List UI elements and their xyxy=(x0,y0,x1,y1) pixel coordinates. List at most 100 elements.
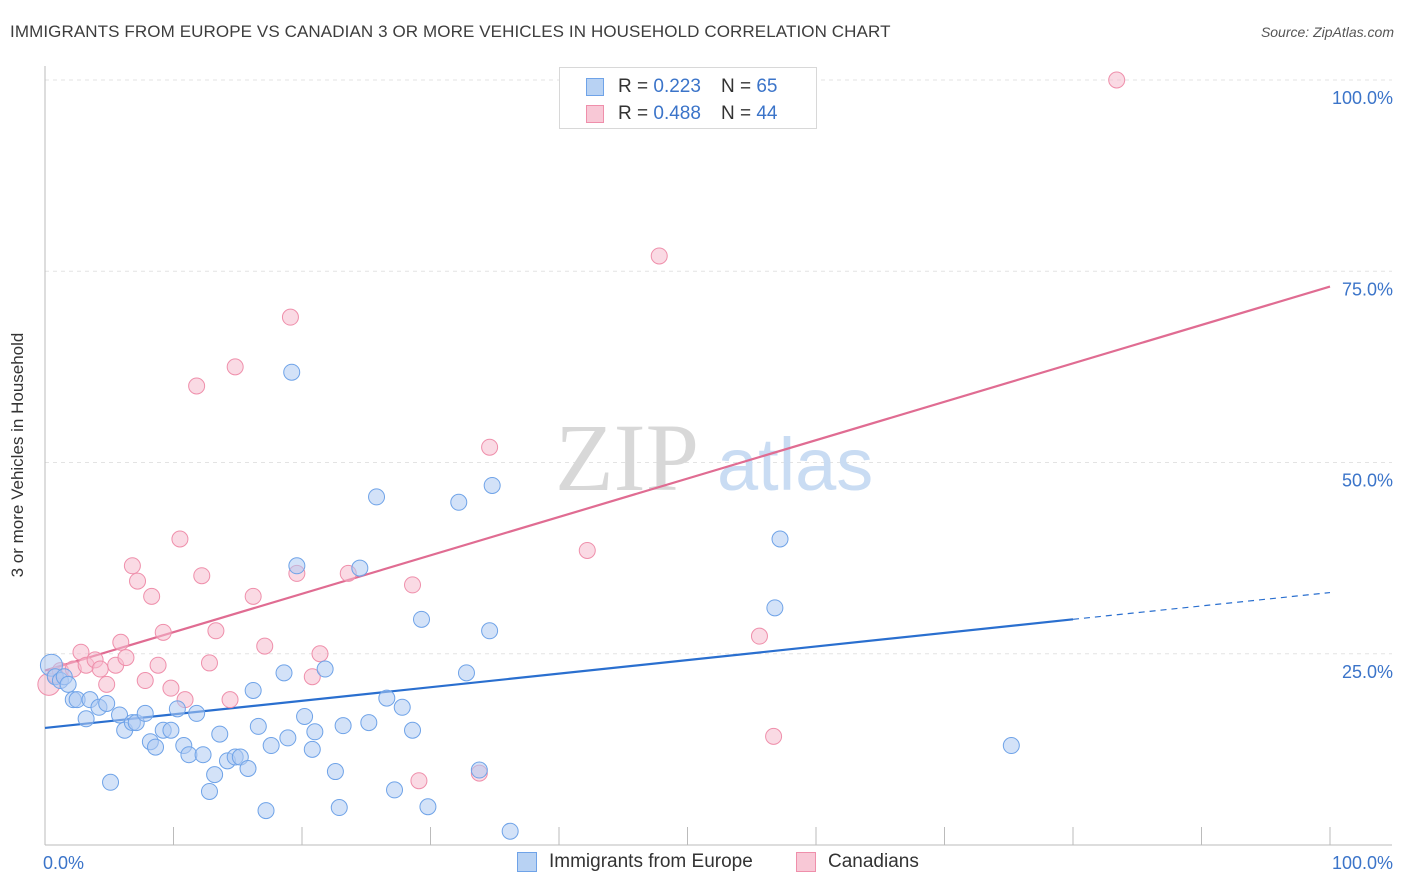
point-europe xyxy=(766,599,784,617)
point-europe xyxy=(283,363,301,381)
point-europe xyxy=(147,738,165,756)
point-europe xyxy=(257,802,275,820)
legend-row-europe: R = 0.223 N = 65 xyxy=(586,76,777,98)
point-canadians xyxy=(481,438,499,456)
point-europe xyxy=(288,557,306,575)
point-canadians xyxy=(117,649,135,667)
point-europe xyxy=(481,622,499,640)
point-europe xyxy=(404,721,422,739)
point-canadians xyxy=(200,654,218,672)
tick-labels: 25.0% 50.0% 75.0% 100.0% 0.0% 100.0% xyxy=(43,88,1393,873)
point-europe xyxy=(457,664,475,682)
legend-swatch-blue xyxy=(586,78,604,96)
point-canadians xyxy=(171,530,189,548)
point-canadians xyxy=(112,633,130,651)
point-europe xyxy=(501,822,519,840)
trend-line-extension xyxy=(1072,591,1331,620)
point-canadians xyxy=(1108,71,1126,89)
point-canadians xyxy=(207,622,225,640)
point-canadians xyxy=(650,247,668,265)
axes xyxy=(44,66,1392,846)
point-canadians xyxy=(226,358,244,376)
gridlines xyxy=(45,79,1392,655)
point-canadians xyxy=(129,572,147,590)
point-europe xyxy=(244,681,262,699)
point-europe xyxy=(275,664,293,682)
point-europe xyxy=(180,746,198,764)
y-tick-label: 75.0% xyxy=(1342,279,1393,299)
point-europe xyxy=(111,706,129,724)
point-canadians xyxy=(143,587,161,605)
point-europe xyxy=(316,660,334,678)
point-europe xyxy=(413,610,431,628)
point-europe xyxy=(200,782,218,800)
point-canadians xyxy=(162,679,180,697)
point-europe xyxy=(211,725,229,743)
legend-n-value: 44 xyxy=(756,103,778,124)
point-canadians xyxy=(149,656,167,674)
stats-legend: R = 0.223 N = 65 R = 0.488 N = 44 xyxy=(559,67,817,129)
point-europe xyxy=(59,675,77,693)
point-europe xyxy=(386,781,404,799)
point-canadians xyxy=(578,541,596,559)
legend-swatch-blue xyxy=(517,852,537,872)
point-canadians xyxy=(188,377,206,395)
legend-r-value: 0.488 xyxy=(653,103,701,124)
point-canadians xyxy=(98,675,116,693)
point-europe xyxy=(360,714,378,732)
x-tick-label: 100.0% xyxy=(1332,853,1393,873)
point-europe xyxy=(378,689,396,707)
point-europe xyxy=(351,559,369,577)
point-canadians xyxy=(91,660,109,678)
point-canadians xyxy=(154,623,172,641)
point-europe xyxy=(296,707,314,725)
legend-r-label: R = xyxy=(618,103,649,124)
point-europe xyxy=(303,740,321,758)
point-canadians xyxy=(136,672,154,690)
point-europe xyxy=(77,710,95,728)
point-europe xyxy=(102,773,120,791)
point-europe xyxy=(279,729,297,747)
legend-row-canadians: R = 0.488 N = 44 xyxy=(586,103,777,125)
point-canadians xyxy=(256,637,274,655)
x-tick-label: 0.0% xyxy=(43,853,84,873)
point-europe xyxy=(393,698,411,716)
legend-r-value: 0.223 xyxy=(653,76,701,97)
point-canadians xyxy=(244,587,262,605)
legend-n-value: 65 xyxy=(756,76,778,97)
point-europe xyxy=(419,798,437,816)
series-legend: Immigrants from Europe Canadians xyxy=(0,851,1406,877)
watermark-zip: ZIP xyxy=(555,404,699,511)
source-label: Source: ZipAtlas.com xyxy=(1260,24,1394,40)
point-canadians xyxy=(750,627,768,645)
legend-item-canadians: Canadians xyxy=(796,851,919,873)
legend-label-europe: Immigrants from Europe xyxy=(549,851,753,872)
point-canadians xyxy=(281,308,299,326)
point-europe xyxy=(262,737,280,755)
point-europe xyxy=(168,700,186,718)
point-canadians xyxy=(123,557,141,575)
point-europe xyxy=(470,761,488,779)
y-tick-label: 50.0% xyxy=(1342,471,1393,491)
chart-title: IMMIGRANTS FROM EUROPE VS CANADIAN 3 OR … xyxy=(10,22,891,41)
legend-label-canadians: Canadians xyxy=(828,851,919,872)
legend-n-label: N = xyxy=(720,76,752,97)
point-europe xyxy=(249,717,267,735)
legend-swatch-pink xyxy=(586,105,604,123)
point-canadians xyxy=(404,576,422,594)
point-europe xyxy=(450,493,468,511)
point-europe xyxy=(188,704,206,722)
point-europe xyxy=(206,766,224,784)
point-europe xyxy=(194,746,212,764)
point-europe xyxy=(771,530,789,548)
point-europe xyxy=(162,721,180,739)
y-tick-label: 100.0% xyxy=(1332,88,1393,108)
point-europe xyxy=(98,694,116,712)
legend-n-label: N = xyxy=(720,103,752,124)
point-europe xyxy=(239,760,257,777)
legend-r-label: R = xyxy=(618,76,649,97)
point-europe xyxy=(306,723,324,741)
trend-lines xyxy=(44,285,1331,730)
point-canadians xyxy=(410,772,428,790)
point-europe xyxy=(136,704,154,722)
